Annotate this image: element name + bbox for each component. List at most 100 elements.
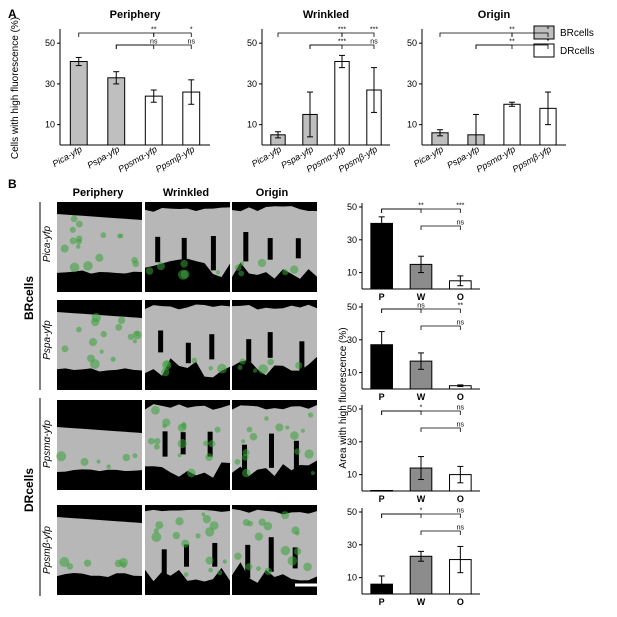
micrograph-channel	[212, 542, 218, 567]
significance-label: *	[547, 39, 550, 46]
micrograph-signal	[291, 526, 300, 535]
micrograph-signal	[153, 528, 159, 534]
significance-bracket	[475, 44, 549, 49]
significance-bracket	[78, 32, 155, 37]
y-tick-label: 30	[347, 335, 357, 345]
micrograph-signal	[181, 539, 190, 548]
micrograph-signal	[263, 521, 273, 531]
x-tick-label: W	[417, 392, 426, 402]
micrograph-signal	[177, 439, 187, 449]
significance-bracket	[381, 513, 461, 518]
micrograph-signal	[75, 244, 81, 249]
micrograph-signal	[241, 439, 246, 444]
y-tick-label: 10	[347, 368, 357, 378]
micrograph-tissue	[145, 304, 230, 378]
y-tick-label: 50	[347, 404, 357, 414]
significance-bracket	[115, 44, 192, 49]
significance-label: **	[509, 39, 515, 46]
micrograph-signal	[258, 518, 266, 526]
micrograph-signal	[155, 521, 164, 530]
micrograph-tissue	[57, 214, 142, 274]
micrograph-signal	[293, 547, 302, 556]
micrograph-channel	[267, 238, 273, 260]
micrograph-signal	[122, 453, 131, 462]
significance-bracket	[511, 32, 549, 37]
significance-label: *	[547, 27, 550, 34]
micrograph-signal	[56, 451, 67, 462]
significance-label: ***	[338, 39, 346, 46]
micrograph-signal	[70, 215, 78, 223]
significance-label: ***	[370, 27, 378, 34]
chart-title: Periphery	[110, 9, 162, 21]
x-tick-label: P	[379, 597, 385, 607]
micrograph-signal	[75, 220, 83, 228]
x-tick-label: Pica-yfp	[412, 144, 445, 169]
micrograph-signal	[69, 262, 80, 273]
y-tick-label: 10	[347, 268, 357, 278]
micrograph-signal	[100, 330, 107, 338]
micrograph-signal	[175, 517, 184, 526]
micrograph-signal	[247, 520, 253, 527]
significance-bracket	[420, 530, 461, 535]
micrograph-signal	[132, 453, 138, 459]
micrograph-signal	[242, 449, 250, 457]
micrograph-signal	[69, 237, 77, 245]
y-tick-label: 30	[247, 79, 257, 89]
group-label-brcells: BRcells	[22, 276, 36, 320]
significance-bracket	[420, 427, 461, 432]
micrograph-signal	[209, 521, 219, 531]
legend-swatch-drcells	[533, 43, 555, 58]
panel-a-y-axis-label: Cells with high fluorescence (%)	[10, 17, 21, 159]
micrograph-signal	[59, 557, 70, 567]
micrograph-signal	[69, 226, 76, 233]
micrograph-channel	[268, 433, 274, 468]
y-tick-label: 50	[45, 38, 55, 48]
micrograph-signal	[239, 358, 246, 365]
micrograph-signal	[249, 432, 258, 441]
micrograph-signal	[254, 532, 263, 541]
micrograph-signal	[66, 563, 74, 570]
micrograph-signal	[117, 316, 126, 325]
significance-label: ns	[370, 39, 378, 46]
y-tick-label: 10	[407, 120, 417, 130]
micrograph-signal	[239, 261, 245, 266]
micrograph-signal	[127, 333, 135, 341]
significance-bracket	[381, 208, 422, 213]
x-tick-label: P	[379, 392, 385, 402]
micrograph-signal	[115, 323, 123, 331]
micrograph-channel	[267, 332, 273, 358]
bar	[503, 103, 521, 146]
micrograph-signal	[238, 270, 245, 277]
chart-title: Wrinkled	[303, 9, 349, 21]
micrograph-signal	[153, 443, 160, 450]
micrograph-signal	[180, 260, 188, 268]
significance-bracket	[381, 308, 461, 313]
micrograph-signal	[285, 425, 290, 430]
significance-bracket	[115, 44, 155, 49]
micrograph-signal	[234, 552, 242, 561]
significance-bracket	[341, 32, 375, 37]
significance-label: ***	[338, 27, 346, 34]
panel-b-y-axis-label: Area with high fluorescence (%)	[338, 327, 349, 468]
micrograph-signal	[290, 265, 299, 274]
micrograph-signal	[99, 349, 104, 354]
micrograph-signal	[246, 426, 253, 433]
micrograph-signal	[134, 331, 140, 337]
micrograph-channel	[155, 236, 161, 263]
column-header-wrinkled: Wrinkled	[163, 187, 209, 199]
micrograph-channel	[245, 544, 251, 578]
significance-bracket	[153, 32, 192, 37]
micrograph-channel	[246, 339, 252, 365]
significance-bracket	[381, 410, 461, 415]
y-tick-label: 30	[347, 540, 357, 550]
significance-label: ns	[457, 422, 465, 429]
x-tick-label: O	[457, 392, 464, 402]
micrograph-channel	[162, 431, 168, 457]
micrograph-signal	[110, 356, 116, 362]
bar	[409, 555, 433, 595]
micrograph-tissue	[232, 304, 317, 376]
bar	[107, 77, 126, 146]
bar	[370, 490, 393, 492]
micrograph-signal	[177, 423, 187, 433]
